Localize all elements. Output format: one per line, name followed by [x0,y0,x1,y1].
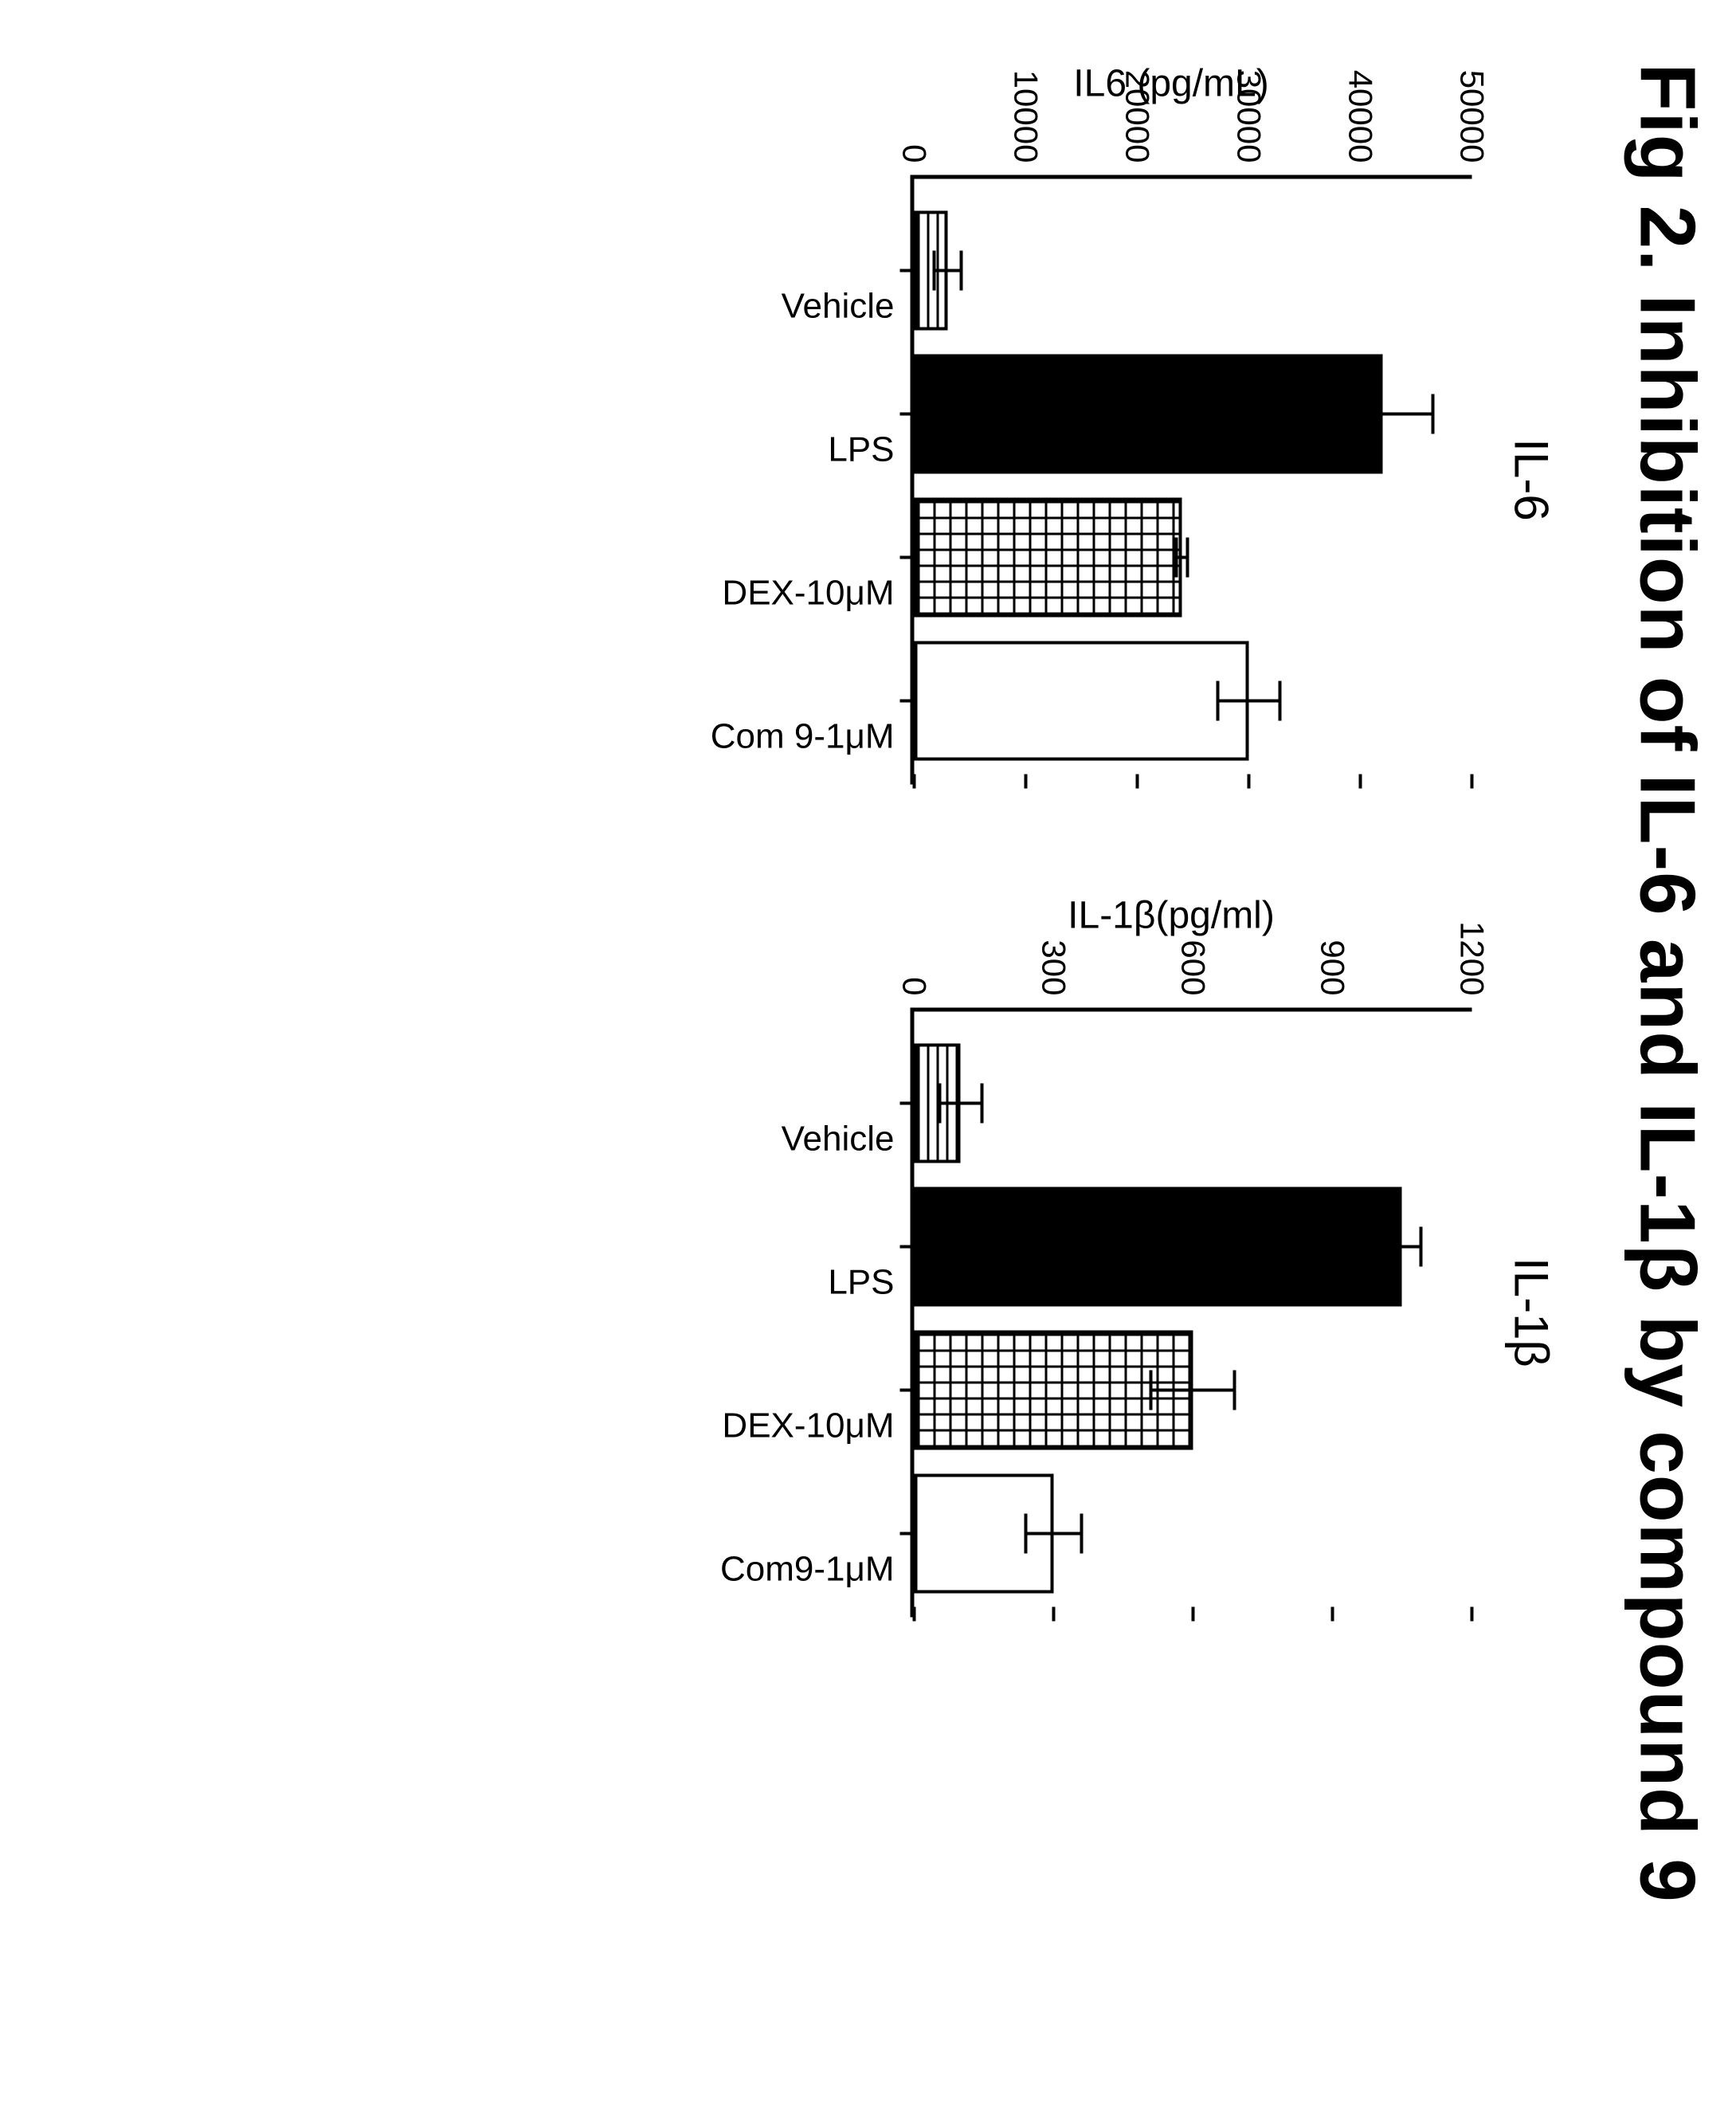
errorbar-cap [939,1084,942,1124]
bar [915,1187,1403,1307]
xtick-mark [900,413,915,416]
errorbar-cap [980,1084,983,1124]
ytick-mark [1136,775,1139,789]
errorbar-line [1384,1245,1421,1249]
chart-il1b-plot: IL-1β(pg/ml) 03006009001200VehicleLPSDEX… [911,1008,1472,1618]
errorbar-cap [1331,394,1334,434]
chart-il6: IL-6 IL6 (pg/mL) 01000020000300004000050… [911,175,1559,785]
errorbar-cap [1279,681,1282,721]
ytick-label: 30000 [1230,70,1268,179]
ytick-mark [913,775,916,789]
xtick-mark [900,1532,915,1536]
ytick-label: 1200 [1453,921,1491,1011]
ytick-mark [1248,775,1251,789]
xtick-label: Com 9-1μM [711,717,895,757]
errorbar-cap [1025,1514,1028,1554]
chart-il1b: IL-1β IL-1β(pg/ml) 03006009001200Vehicle… [911,1008,1559,1618]
ytick-mark [1052,1607,1056,1622]
xtick-mark [900,700,915,703]
ytick-mark [1359,775,1362,789]
bar [915,498,1182,618]
errorbar-cap [1186,538,1189,578]
xtick-label: LPS [828,430,894,470]
xtick-mark [900,269,915,273]
errorbar-cap [1080,1514,1084,1554]
xtick-mark [900,1245,915,1249]
errorbar-cap [1150,1371,1153,1410]
xtick-label: Com9-1μM [720,1550,895,1590]
errorbar-cap [1419,1227,1422,1267]
ytick-mark [1192,1607,1195,1622]
errorbar-line [1333,413,1433,416]
ytick-label: 0 [895,977,934,1011]
chart-panel-row: IL-6 IL6 (pg/mL) 01000020000300004000050… [911,175,1559,2126]
xtick-mark [900,1389,915,1392]
chart-il6-title: IL-6 [1504,175,1559,785]
ytick-label: 0 [895,144,934,178]
errorbar-line [1151,1389,1235,1392]
ytick-label: 300 [1035,939,1073,1011]
ytick-mark [1471,1607,1474,1622]
chart-il6-plot: IL6 (pg/mL) 01000020000300004000050000Ve… [911,175,1472,785]
ytick-label: 10000 [1007,70,1045,179]
ytick-mark [1331,1607,1334,1622]
figure-title: Fig 2. Inhibition of IL-6 and IL-1β by c… [1623,64,1713,2126]
errorbar-cap [1216,681,1219,721]
errorbar-line [935,269,962,273]
chart-il1b-ylabel: IL-1β(pg/ml) [1068,894,1275,938]
xtick-label: DEX-10μM [722,1406,894,1446]
errorbar-cap [1382,1227,1385,1267]
bar [915,355,1383,474]
xtick-label: DEX-10μM [722,574,894,614]
ytick-mark [1025,775,1028,789]
ytick-label: 50000 [1453,70,1491,179]
errorbar-cap [959,251,962,291]
xtick-mark [900,556,915,559]
errorbar-cap [1432,394,1435,434]
errorbar-cap [1175,538,1178,578]
ytick-mark [1471,775,1474,789]
bar [915,641,1249,761]
xtick-label: Vehicle [782,1120,895,1159]
errorbar-line [940,1102,982,1105]
ytick-label: 40000 [1342,70,1380,179]
errorbar-line [1026,1532,1082,1536]
ytick-mark [913,1607,916,1622]
xtick-label: LPS [828,1263,894,1303]
xtick-mark [900,1102,915,1105]
errorbar-cap [933,251,936,291]
xtick-label: Vehicle [782,287,895,327]
errorbar-cap [1233,1371,1236,1410]
ytick-label: 900 [1314,939,1352,1011]
chart-il1b-title: IL-1β [1504,1008,1559,1618]
errorbar-line [1217,700,1279,703]
ytick-label: 20000 [1119,70,1157,179]
ytick-label: 600 [1174,939,1213,1011]
